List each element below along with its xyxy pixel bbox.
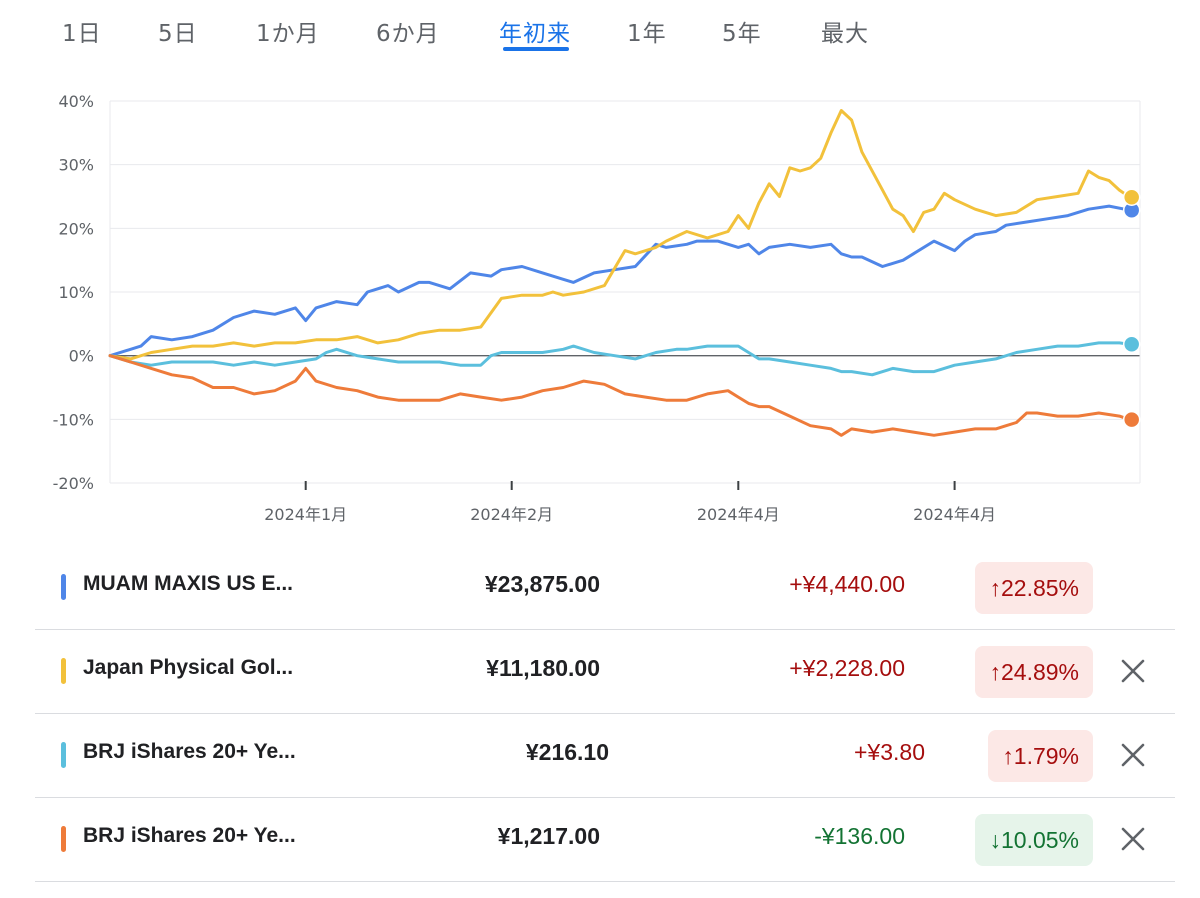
series-line-1: [108, 109, 1132, 361]
arrow-up-icon: ↑: [989, 575, 1001, 601]
holding-row[interactable]: Japan Physical Gol... ¥11,180.00 +¥2,228…: [35, 630, 1175, 714]
holding-change: +¥2,228.00: [789, 655, 905, 681]
holding-percent-badge: ↑1.79%: [988, 730, 1093, 782]
tab-max[interactable]: 最大: [821, 21, 869, 47]
holding-row[interactable]: BRJ iShares 20+ Ye... ¥216.10 +¥3.80 ↑1.…: [35, 714, 1175, 798]
active-tab-indicator: [503, 47, 569, 51]
y-tick-label: -10%: [53, 410, 94, 429]
holding-price: ¥23,875.00: [484, 571, 600, 597]
series-endpoint-3: [1122, 410, 1141, 429]
holding-change: +¥3.80: [854, 739, 925, 765]
chart-series: [108, 109, 1141, 437]
performance-chart[interactable]: 40%30%20%10%0%-10%-20% 2024年1月 2024年2月 202…: [0, 60, 1200, 540]
holding-name: BRJ iShares 20+ Ye...: [83, 740, 296, 763]
tab-1y[interactable]: 1年: [627, 21, 667, 47]
series-line-0: [108, 204, 1132, 358]
holding-name: Japan Physical Gol...: [83, 656, 294, 679]
holding-change: +¥4,440.00: [789, 571, 905, 597]
range-tabs: 1日 5日 1か月 6か月 年初来 1年 5年 最大: [0, 0, 1200, 60]
holding-name: BRJ iShares 20+ Ye...: [83, 824, 296, 847]
holding-row[interactable]: BRJ iShares 20+ Ye... ¥1,217.00 -¥136.00…: [35, 798, 1175, 882]
holding-name: MUAM MAXIS US E...: [83, 572, 294, 595]
holdings-list: MUAM MAXIS US E... ¥23,875.00 +¥4,440.00…: [35, 546, 1175, 882]
tab-ytd[interactable]: 年初来: [499, 21, 571, 47]
x-tick-label: 2024年2月: [470, 505, 553, 524]
x-axis-ticks: 2024年1月 2024年2月 2024年4月 2024年4月: [264, 481, 996, 524]
holding-percent: 24.89%: [1000, 659, 1079, 685]
series-color-swatch: [61, 658, 66, 684]
tab-5y[interactable]: 5年: [722, 21, 762, 47]
x-tick-label: 2024年4月: [913, 505, 996, 524]
arrow-up-icon: ↑: [1002, 743, 1014, 769]
y-axis-ticks: 40% 30% 20% 10% 0% -10% -20%: [53, 92, 94, 493]
close-icon[interactable]: [1119, 825, 1147, 853]
holding-percent: 22.85%: [1000, 575, 1079, 601]
series-line-3: [108, 354, 1132, 437]
tab-1m[interactable]: 1か月: [256, 21, 320, 47]
close-icon[interactable]: [1119, 657, 1147, 685]
x-tick-label: 2024年4月: [697, 505, 780, 524]
chart-grid: [109, 100, 1141, 484]
y-tick-label: 40%: [58, 92, 94, 111]
holding-percent-badge: ↓10.05%: [975, 814, 1093, 866]
y-tick-label: 0%: [69, 347, 94, 366]
y-tick-label: -20%: [53, 474, 94, 493]
holding-percent: 10.05%: [1000, 827, 1079, 853]
holding-percent-badge: ↑24.89%: [975, 646, 1093, 698]
series-endpoint-2: [1122, 335, 1141, 354]
arrow-up-icon: ↑: [989, 659, 1001, 685]
series-endpoint-1: [1122, 188, 1141, 206]
arrow-down-icon: ↓: [989, 827, 1001, 853]
tab-5d[interactable]: 5日: [158, 21, 198, 47]
close-icon[interactable]: [1119, 741, 1147, 769]
series-color-swatch: [61, 742, 66, 768]
holding-price: ¥216.10: [525, 739, 609, 765]
holding-price: ¥1,217.00: [497, 823, 600, 849]
series-color-swatch: [61, 574, 66, 600]
tab-1d[interactable]: 1日: [62, 21, 102, 47]
y-tick-label: 10%: [58, 283, 94, 302]
series-color-swatch: [61, 826, 66, 852]
y-tick-label: 30%: [58, 156, 94, 175]
holding-price: ¥11,180.00: [486, 655, 600, 681]
y-tick-label: 20%: [58, 219, 94, 238]
holding-percent: 1.79%: [1013, 743, 1079, 769]
tab-6m[interactable]: 6か月: [376, 21, 440, 47]
holding-change: -¥136.00: [814, 823, 905, 849]
series-line-2: [108, 341, 1132, 377]
holding-row[interactable]: MUAM MAXIS US E... ¥23,875.00 +¥4,440.00…: [35, 546, 1175, 630]
x-tick-label: 2024年1月: [264, 505, 347, 524]
holding-percent-badge: ↑22.85%: [975, 562, 1093, 614]
